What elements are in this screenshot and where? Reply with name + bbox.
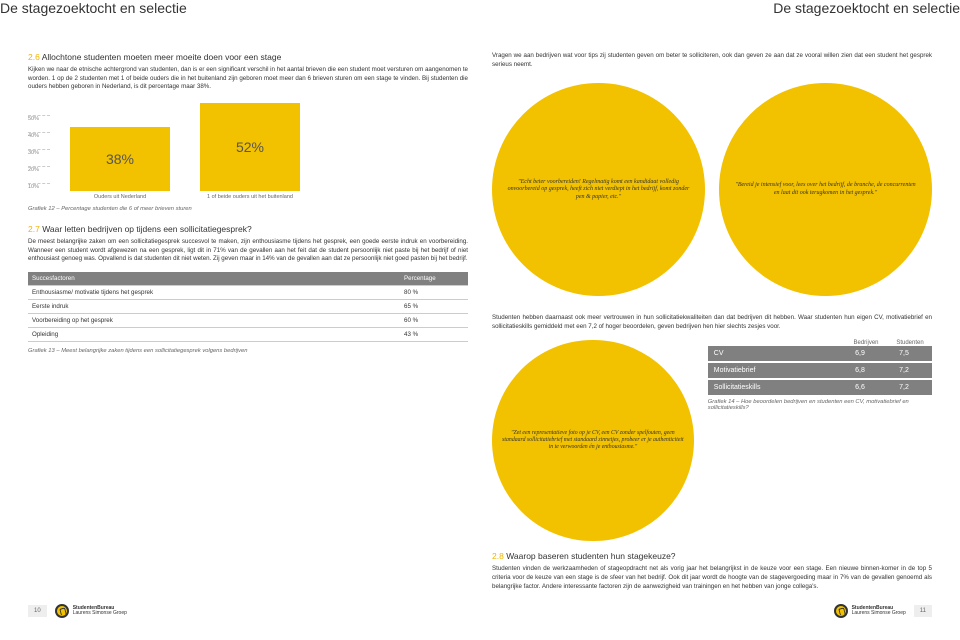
page-title-left: De stagezoektocht en selectie <box>0 0 187 16</box>
table-row: Voorbereiding op het gesprek60 % <box>28 314 468 328</box>
ratings-row: Motivatiebrief6,87,2 <box>708 363 932 378</box>
quote-bubble-2: "Bereid je intensief voor, lees over het… <box>719 83 932 296</box>
section-2-8-body: Studenten vinden de werkzaamheden of sta… <box>492 565 932 591</box>
page-number-right: 11 <box>914 605 932 617</box>
ratings-head: Bedrijven Studenten <box>708 340 932 346</box>
quote-bubble-3: "Zet een representatieve foto op je CV, … <box>492 340 694 542</box>
chart-12-caption: Grafiek 12 – Percentage studenten die 6 … <box>28 206 468 212</box>
section-2-6-title: 2.6 Allochtone studenten moeten meer moe… <box>28 52 468 62</box>
right-mid-body: Studenten hebben daarnaast ook meer vert… <box>492 314 932 331</box>
bar-nederland: 38% Ouders uit Nederland <box>70 127 170 200</box>
page-title-right: De stagezoektocht en selectie <box>773 0 960 16</box>
section-2-7-body: De meest belangrijke zaken om een sollic… <box>28 238 468 264</box>
table-13-caption: Grafiek 13 – Meest belangrijke zaken tij… <box>28 348 468 354</box>
brand-logo-right: StudentenBureauLaurens Simonse Groep <box>834 604 906 618</box>
right-page: Vragen we aan bedrijven wat voor tips zi… <box>492 52 932 600</box>
section-2-7-title: 2.7 Waar letten bedrijven op tijdens een… <box>28 224 468 234</box>
chart-y-axis: 50% 40% 30% 20% 10% <box>28 100 50 200</box>
quote-bubble-1: "Echt beter voorbereiden! Regelmatig kom… <box>492 83 705 296</box>
ratings-caption: Grafiek 14 – Hoe beoordelen bedrijven en… <box>708 399 932 411</box>
table-row: Enthousiasme/ motivatie tijdens het gesp… <box>28 286 468 300</box>
right-intro: Vragen we aan bedrijven wat voor tips zi… <box>492 52 932 69</box>
page-number-left: 10 <box>28 605 47 617</box>
ratings-table: Bedrijven Studenten CV6,97,5 Motivatiebr… <box>708 340 932 542</box>
section-2-8-title: 2.8 Waarop baseren studenten hun stageke… <box>492 551 932 561</box>
brand-logo-left: StudentenBureauLaurens Simonse Groep <box>55 604 127 618</box>
ratings-row: CV6,97,5 <box>708 346 932 361</box>
table-row: Eerste indruk65 % <box>28 300 468 314</box>
logo-icon <box>55 604 69 618</box>
bar-buitenland: 52% 1 of beide ouders uit het buitenland <box>200 103 300 200</box>
ratings-row: Sollicitatieskills6,67,2 <box>708 380 932 395</box>
table-succesfactoren: Succesfactoren Percentage Enthousiasme/ … <box>28 272 468 342</box>
logo-icon <box>834 604 848 618</box>
table-head: Succesfactoren Percentage <box>28 272 468 286</box>
left-page: 2.6 Allochtone studenten moeten meer moe… <box>28 52 468 600</box>
table-row: Opleiding43 % <box>28 328 468 342</box>
section-2-6-body: Kijken we naar de etnische achtergrond v… <box>28 66 468 92</box>
chart-12: 50% 40% 30% 20% 10% 38% Ouders uit Neder… <box>28 100 468 200</box>
footer: 10 StudentenBureauLaurens Simonse Groep … <box>0 604 960 618</box>
